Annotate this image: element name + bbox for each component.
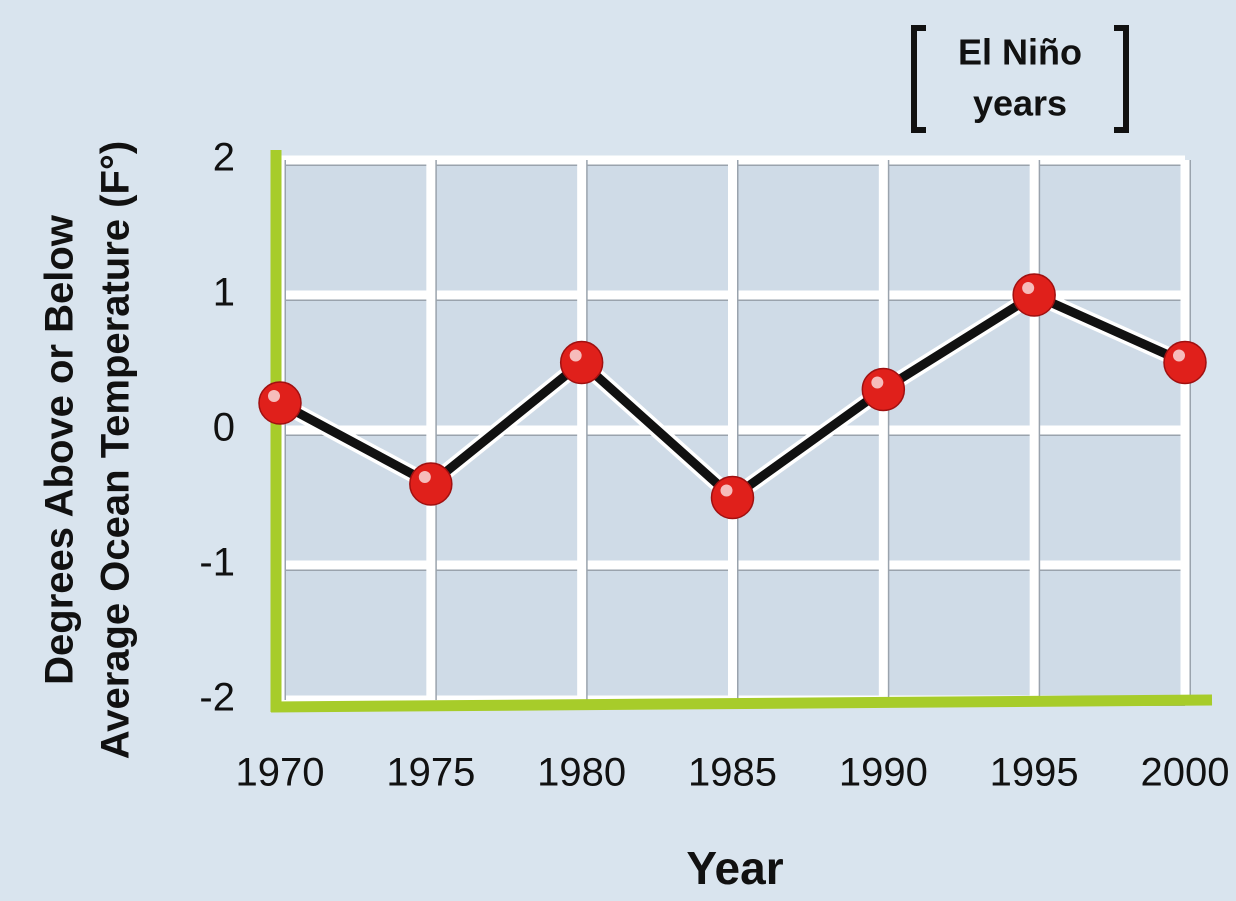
y-axis-label: Degrees Above or Below xyxy=(38,214,82,685)
bracket-left xyxy=(911,25,926,133)
marker-highlight xyxy=(871,376,884,389)
y-tick-label: -2 xyxy=(199,676,235,720)
axes xyxy=(270,150,1213,713)
y-tick-label: -1 xyxy=(199,541,235,585)
annotation: El Niño xyxy=(958,32,1082,73)
x-axis xyxy=(270,694,1213,713)
marker xyxy=(258,381,302,425)
marker-highlight xyxy=(1022,282,1035,294)
x-tick-label: 2000 xyxy=(1141,751,1230,795)
x-axis-label: Year xyxy=(686,842,783,894)
x-tick-label: 1990 xyxy=(839,751,928,795)
marker-highlight xyxy=(1173,349,1185,362)
marker xyxy=(409,462,453,506)
y-tick-label: 0 xyxy=(213,406,235,450)
marker-highlight xyxy=(268,390,280,402)
marker xyxy=(1012,273,1056,317)
marker xyxy=(861,367,906,412)
marker-highlight xyxy=(569,349,582,362)
y-tick-label: 2 xyxy=(213,136,235,180)
bracket-right xyxy=(1114,25,1129,133)
marker xyxy=(559,340,604,385)
marker xyxy=(710,475,755,520)
annotation: years xyxy=(973,83,1067,124)
marker-highlight xyxy=(418,471,431,483)
plot xyxy=(258,273,1207,520)
marker-highlight xyxy=(720,484,733,497)
annotation-bracket xyxy=(911,25,1129,133)
y-tick-label: 1 xyxy=(213,271,235,315)
marker xyxy=(1163,340,1207,385)
x-tick-label: 1985 xyxy=(688,751,777,795)
x-tick-label: 1970 xyxy=(236,751,325,795)
x-tick-label: 1995 xyxy=(990,751,1079,795)
x-tick-label: 1980 xyxy=(537,751,626,795)
x-tick-label: 1975 xyxy=(386,751,475,795)
y-axis-label: Average Ocean Temperature (F°) xyxy=(94,141,138,759)
